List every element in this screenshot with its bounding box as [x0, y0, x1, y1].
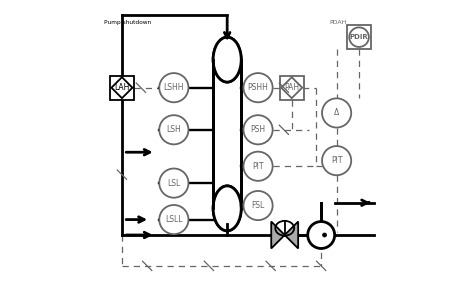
Text: PSHH: PSHH [247, 83, 268, 92]
Text: LSL: LSL [167, 179, 181, 188]
Circle shape [349, 27, 369, 47]
Circle shape [159, 115, 189, 144]
Text: PIT: PIT [252, 162, 264, 171]
Text: PAH: PAH [284, 83, 299, 92]
Text: FSL: FSL [251, 201, 264, 210]
Circle shape [244, 152, 273, 181]
Text: PDIR: PDIR [350, 34, 368, 40]
Text: Δ: Δ [334, 109, 339, 117]
Ellipse shape [213, 186, 241, 230]
Circle shape [244, 73, 273, 102]
Bar [110, 76, 134, 100]
Text: LSH: LSH [166, 125, 181, 134]
Ellipse shape [213, 37, 241, 82]
Text: Pump shutdown: Pump shutdown [104, 19, 151, 25]
Circle shape [244, 115, 273, 144]
Bar [280, 76, 304, 100]
Circle shape [159, 73, 189, 102]
Ellipse shape [213, 186, 241, 231]
Circle shape [322, 146, 351, 175]
Text: LSLL: LSLL [165, 215, 182, 224]
Circle shape [159, 205, 189, 234]
Bar [213, 60, 241, 208]
Text: PSH: PSH [250, 125, 265, 134]
Polygon shape [285, 222, 298, 248]
Ellipse shape [213, 38, 241, 82]
Circle shape [322, 233, 327, 237]
Circle shape [159, 169, 189, 198]
Circle shape [322, 98, 351, 127]
Text: LSHH: LSHH [164, 83, 184, 92]
Polygon shape [312, 242, 330, 248]
Text: PIT: PIT [331, 156, 342, 165]
Circle shape [308, 222, 335, 248]
Text: PDAH: PDAH [329, 19, 347, 25]
Circle shape [244, 191, 273, 220]
Polygon shape [271, 222, 285, 248]
Text: LAH: LAH [114, 83, 129, 92]
Bar [347, 25, 371, 49]
